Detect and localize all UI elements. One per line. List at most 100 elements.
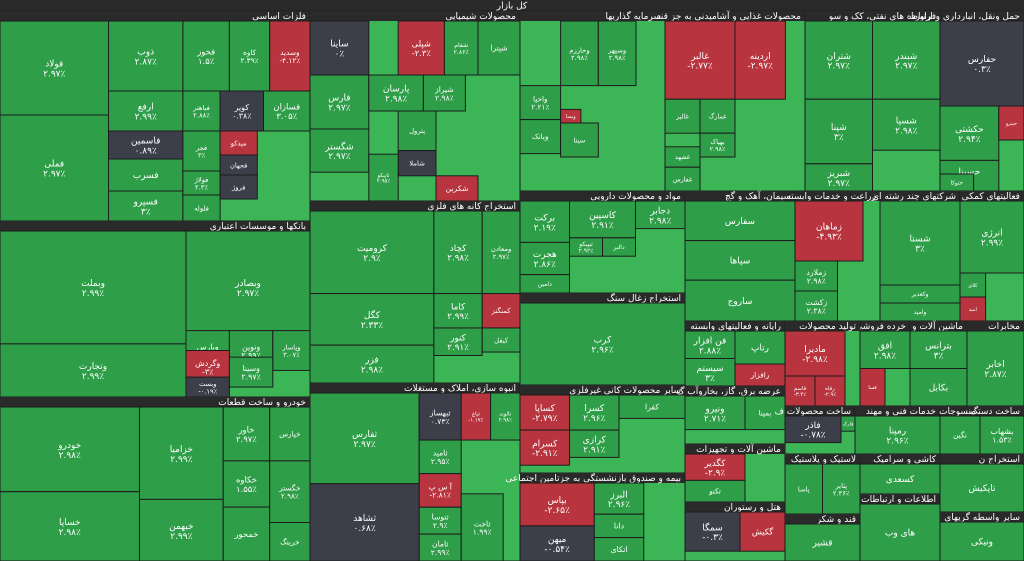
stock-tile[interactable]: سمگا-۰.۳٪ — [684, 511, 741, 552]
stock-tile-rect[interactable] — [185, 230, 311, 345]
stock-tile-rect[interactable] — [560, 20, 599, 87]
stock-tile[interactable]: گکیش — [739, 511, 786, 552]
stock-tile[interactable]: ونیکی — [939, 521, 1024, 561]
stock-tile-rect[interactable] — [309, 20, 370, 76]
stock-tile-rect[interactable] — [939, 415, 981, 455]
stock-tile[interactable]: کیقل — [481, 327, 521, 353]
stock-tile[interactable]: کسرام-۲.۹۱٪ — [519, 429, 570, 466]
stock-tile-rect[interactable] — [108, 20, 184, 92]
stock-tile-rect[interactable] — [909, 368, 968, 407]
stock-tile[interactable]: میدکو — [219, 130, 258, 156]
stock-tile[interactable]: غفارس — [664, 166, 701, 192]
stock-tile[interactable]: خپارس — [269, 406, 311, 462]
stock-tile-rect[interactable] — [269, 406, 311, 462]
stock-tile[interactable]: نگین — [939, 415, 981, 455]
stock-tile-rect[interactable] — [222, 406, 271, 462]
stock-tile[interactable]: ساروج — [684, 279, 796, 322]
stock-tile[interactable]: پترول — [397, 110, 437, 152]
stock-tile-rect[interactable] — [734, 20, 786, 100]
stock-tile-rect[interactable] — [699, 98, 736, 134]
stock-tile[interactable]: خرینگ — [269, 522, 311, 561]
stock-tile-rect[interactable] — [182, 130, 221, 172]
stock-tile-rect[interactable] — [784, 330, 846, 377]
stock-tile[interactable]: های وب — [859, 503, 941, 561]
stock-tile-rect[interactable] — [784, 415, 842, 444]
stock-tile[interactable]: تکنو — [684, 479, 746, 503]
stock-tile[interactable]: فارک — [840, 415, 856, 432]
stock-tile[interactable]: بمپنا — [744, 395, 786, 431]
stock-tile-rect[interactable] — [684, 395, 746, 431]
stock-tile-rect[interactable] — [219, 130, 258, 156]
stock-tile-rect[interactable] — [569, 200, 636, 239]
stock-tile-rect[interactable] — [519, 241, 570, 276]
stock-tile-rect[interactable] — [139, 498, 224, 561]
stock-tile[interactable]: شپترا — [477, 20, 521, 76]
stock-tile-rect[interactable] — [269, 522, 311, 561]
stock-tile[interactable]: قاسم-۳.۴٪ — [784, 375, 816, 407]
stock-tile[interactable]: فروژ — [219, 174, 258, 200]
stock-tile[interactable]: وبانک — [519, 119, 562, 155]
stock-tile-rect[interactable] — [784, 523, 861, 561]
stock-tile[interactable]: کسعدی — [859, 463, 941, 495]
stock-tile-rect[interactable] — [108, 190, 184, 222]
stock-tile-rect[interactable] — [263, 90, 311, 132]
stock-tile-rect[interactable] — [794, 200, 864, 262]
stock-tile[interactable]: شکربن — [435, 175, 479, 202]
stock-tile-rect[interactable] — [182, 90, 221, 132]
stock-tile-rect[interactable] — [519, 525, 595, 561]
stock-tile-rect[interactable] — [664, 20, 736, 100]
stock-tile-rect[interactable] — [939, 20, 1024, 107]
stock-tile-rect[interactable] — [859, 503, 941, 561]
stock-tile-rect[interactable] — [219, 174, 258, 200]
stock-tile-rect[interactable] — [0, 114, 109, 222]
stock-tile-rect[interactable] — [569, 429, 620, 458]
stock-tile-rect[interactable] — [309, 210, 435, 295]
stock-tile-rect[interactable] — [872, 98, 941, 151]
stock-tile-rect[interactable] — [422, 74, 466, 112]
stock-tile-rect[interactable] — [0, 491, 140, 561]
stock-tile[interactable]: شاملا — [397, 150, 437, 177]
stock-tile-rect[interactable] — [872, 20, 941, 100]
stock-tile-rect[interactable] — [998, 105, 1024, 141]
stock-tile-rect[interactable] — [784, 463, 823, 515]
stock-tile[interactable]: بکابل — [909, 368, 968, 407]
stock-tile[interactable]: کساپا-۲.۷۹٪ — [519, 394, 570, 431]
stock-tile-rect[interactable] — [569, 394, 620, 431]
